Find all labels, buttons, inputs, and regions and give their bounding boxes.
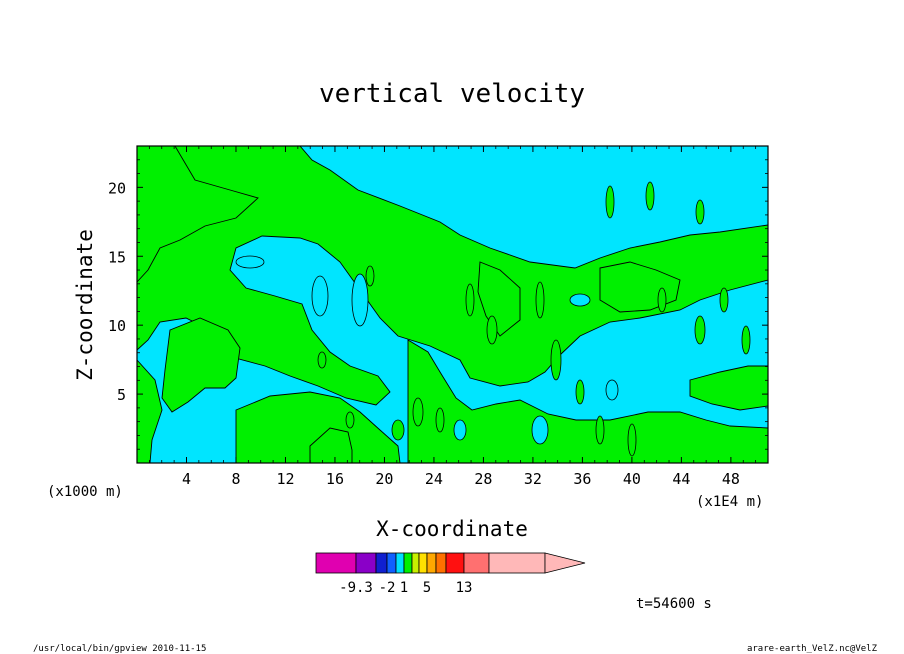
colorbar-tick-label: -9.3	[339, 580, 373, 596]
contour-streak	[550, 339, 562, 381]
y-axis-ticks: 5 10 15 20	[108, 159, 768, 450]
contour-hole	[453, 419, 467, 441]
contour-region	[161, 317, 241, 413]
colorbar-tick-label: -2	[379, 580, 396, 596]
contour-region	[309, 427, 353, 463]
contour-streak	[345, 411, 355, 429]
x-tick-label: 44	[672, 470, 690, 488]
contour-hole	[351, 273, 369, 327]
x-tick-label: 32	[524, 470, 542, 488]
footer-right: arare-earth_VelZ.nc@VelZ	[747, 644, 878, 654]
contour-region	[137, 359, 163, 463]
contour-streak	[595, 415, 605, 445]
contour-hole	[569, 293, 591, 307]
contour-region	[407, 339, 768, 463]
x-tick-label: 8	[231, 470, 240, 488]
contour-streak	[741, 325, 751, 355]
contour-streak	[465, 283, 475, 317]
contour-streak	[719, 287, 729, 313]
colorbar-segment	[426, 552, 437, 574]
colorbar-segment	[445, 552, 465, 574]
x-tick-label: 16	[326, 470, 344, 488]
x-tick-label: 40	[623, 470, 641, 488]
colorbar-segment	[315, 552, 357, 574]
colorbar-tick-label: 13	[456, 580, 473, 596]
contour-streak	[627, 423, 637, 457]
contour-hole	[605, 379, 619, 401]
contour-streak	[695, 199, 705, 225]
colorbar: -9.3 -2 1 5 13	[315, 552, 586, 596]
colorbar-segment	[386, 552, 397, 574]
colorbar-segment	[375, 552, 388, 574]
contour-hole	[235, 255, 265, 269]
colorbar-segment	[488, 552, 546, 574]
x-axis-ticks: 4 8 12 16 20 24 28 32 36 40 44 48	[148, 146, 769, 488]
colorbar-tick-label: 5	[423, 580, 431, 596]
y-axis-label: Z-coordinate	[73, 229, 97, 381]
contour-streak	[645, 181, 655, 211]
x-unit-left: (x1000 m)	[47, 484, 123, 500]
x-axis-label: X-coordinate	[376, 517, 528, 541]
contour-streak	[486, 315, 498, 345]
contour-region	[235, 391, 401, 463]
contour-streak	[694, 315, 706, 345]
contour-streak	[605, 185, 615, 219]
x-tick-label: 12	[276, 470, 294, 488]
colorbar-segment	[463, 552, 490, 574]
colorbar-segment	[418, 552, 428, 574]
contour-streak	[575, 379, 585, 405]
x-tick-label: 48	[722, 470, 740, 488]
colorbar-arrow	[544, 552, 586, 574]
y-tick-label: 5	[117, 386, 126, 404]
x-tick-label: 24	[425, 470, 443, 488]
contour-streak	[657, 287, 667, 313]
colorbar-tick-label: 1	[400, 580, 408, 596]
chart-title: vertical velocity	[319, 79, 585, 109]
contour-hole	[311, 275, 329, 317]
contour-streak	[412, 397, 424, 427]
colorbar-segment	[435, 552, 447, 574]
x-tick-label: 36	[573, 470, 591, 488]
x-unit-right: (x1E4 m)	[696, 494, 763, 510]
colorbar-segment	[355, 552, 377, 574]
x-tick-label: 28	[474, 470, 492, 488]
x-tick-label: 20	[375, 470, 393, 488]
contour-region	[137, 146, 259, 283]
contour-region	[137, 146, 768, 406]
colorbar-segment	[395, 552, 405, 574]
colorbar-segment	[403, 552, 413, 574]
contour-hole	[531, 415, 549, 445]
time-label: t=54600 s	[636, 596, 712, 612]
contour-streak	[365, 265, 375, 287]
contour-regions	[137, 146, 768, 463]
contour-streak	[317, 351, 327, 369]
footer-left: /usr/local/bin/gpview 2010-11-15	[33, 644, 206, 654]
plot-frame	[136, 145, 769, 464]
contour-streak	[391, 419, 405, 441]
contour-region	[689, 365, 768, 411]
y-tick-label: 20	[108, 179, 126, 197]
y-tick-label: 15	[108, 248, 126, 266]
colorbar-segment	[411, 552, 420, 574]
contour-streak	[535, 281, 545, 319]
y-tick-label: 10	[108, 317, 126, 335]
contour-region	[477, 261, 521, 337]
x-tick-label: 4	[182, 470, 191, 488]
contour-streak	[435, 407, 445, 433]
